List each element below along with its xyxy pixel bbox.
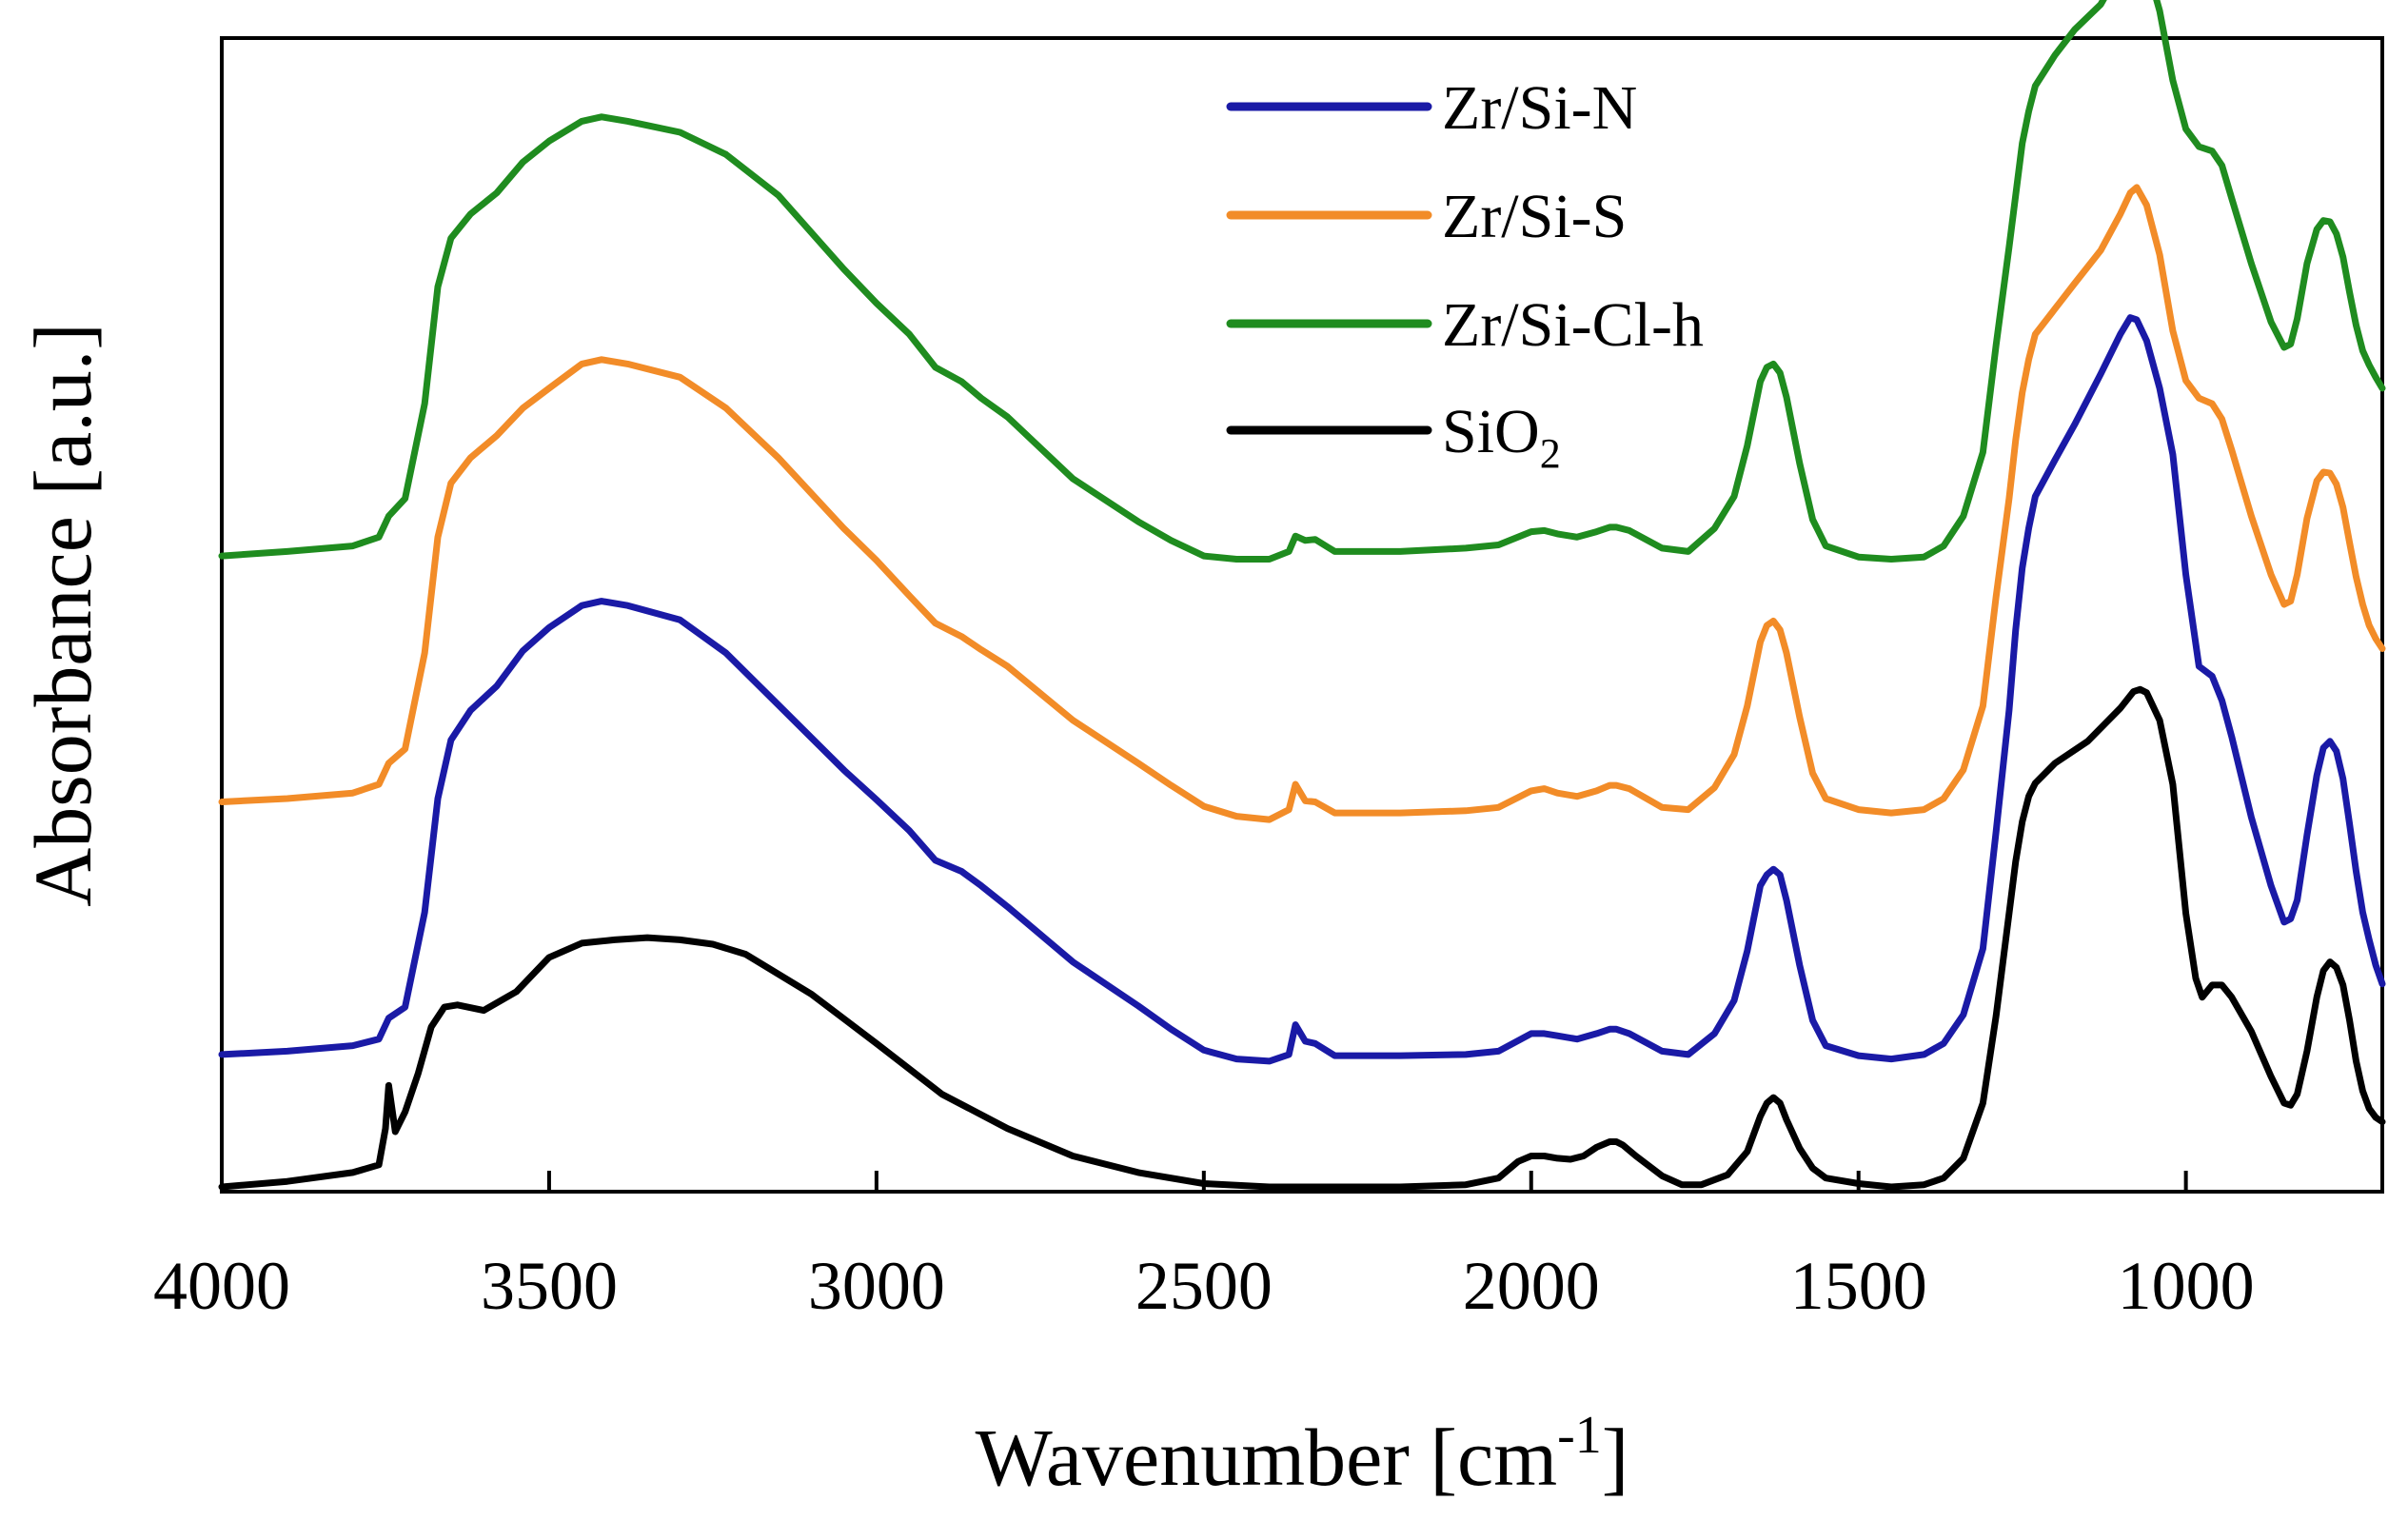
- x-axis-title-main: Wavenumber [cm: [976, 1412, 1558, 1503]
- y-axis-title: Absorbance [a.u.]: [17, 323, 109, 907]
- series-line-zr-si-n: [218, 314, 2386, 1065]
- x-tick-label: 2500: [1135, 1248, 1273, 1324]
- x-tick-label: 1500: [1790, 1248, 1927, 1324]
- x-axis-title-superscript: -1: [1557, 1406, 1602, 1465]
- x-axis-ticks: 4000 3500 3000 2500 2000 1500 1000: [153, 1171, 2255, 1324]
- series-line-zr-si-s: [218, 184, 2386, 823]
- x-axis-title: Wavenumber [cm-1]: [976, 1406, 1629, 1503]
- series-line-zr-si-cl-h: [218, 0, 2386, 563]
- x-tick-label: 2000: [1463, 1248, 1600, 1324]
- series-layer: [218, 0, 2386, 1191]
- legend-label-sio2: SiO2: [1442, 397, 1561, 477]
- legend: Zr/Si-N Zr/Si-S Zr/Si-Cl-h SiO2: [1226, 73, 1704, 477]
- x-tick-label: 3000: [808, 1248, 945, 1324]
- x-tick-label: 3500: [481, 1248, 618, 1324]
- x-tick-label: 1000: [2118, 1248, 2255, 1324]
- legend-label-zr-si-cl-h: Zr/Si-Cl-h: [1442, 290, 1704, 360]
- legend-label-zr-si-s: Zr/Si-S: [1442, 182, 1627, 251]
- plot-frame: [220, 36, 2384, 1194]
- x-tick-label: 4000: [153, 1248, 290, 1324]
- x-axis-title-end: ]: [1602, 1412, 1629, 1503]
- legend-label-zr-si-n: Zr/Si-N: [1442, 73, 1637, 143]
- series-line-sio2: [218, 685, 2386, 1191]
